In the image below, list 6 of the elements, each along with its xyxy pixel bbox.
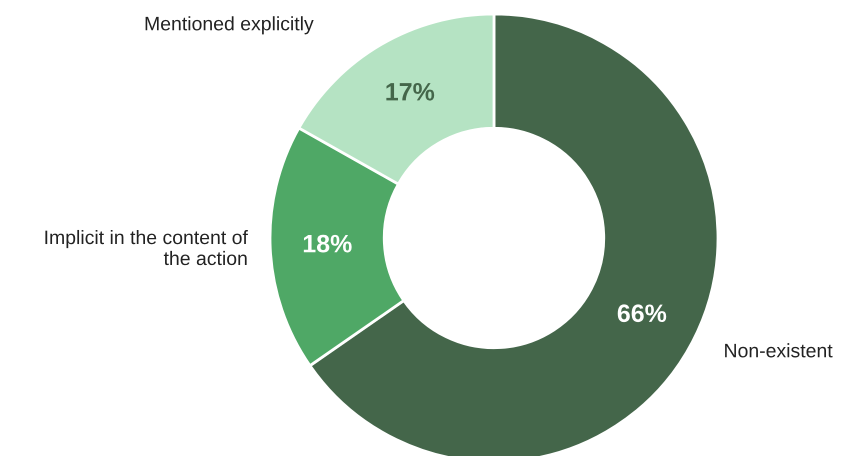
slice-label: Non-existent — [725, 343, 833, 358]
slice-label: Mentioned explicitly — [146, 16, 314, 34]
data-label: 17% — [386, 82, 434, 101]
slice-label: Implicit in the content of the action — [45, 230, 248, 266]
data-label: 18% — [304, 234, 352, 252]
data-label: 66% — [618, 304, 666, 322]
